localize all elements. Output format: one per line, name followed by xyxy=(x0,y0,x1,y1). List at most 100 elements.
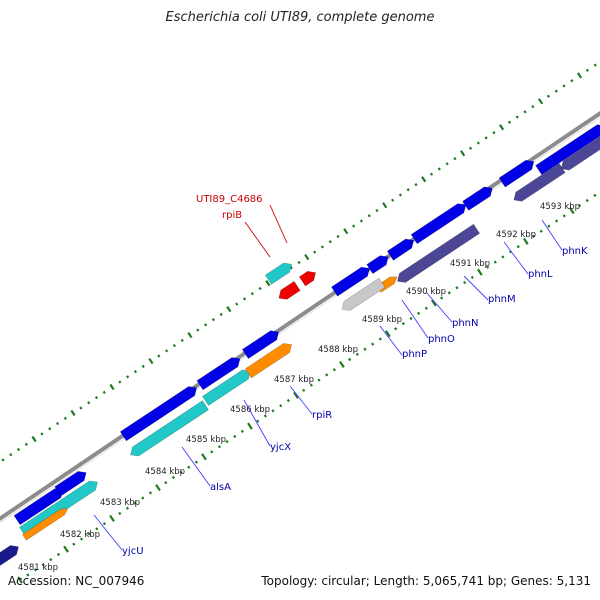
gene-label: phnN xyxy=(452,318,479,329)
gene-leader-line xyxy=(181,446,211,487)
inner-track-dot xyxy=(401,322,405,326)
inner-track-dot xyxy=(125,506,130,510)
outer-track-dot xyxy=(70,409,76,417)
outer-track-dot xyxy=(24,442,28,446)
gene-feature xyxy=(241,330,280,360)
accession-text: Accession: NC_007946 xyxy=(8,574,145,588)
gene-feature xyxy=(560,136,600,171)
outer-track-dot xyxy=(211,318,215,322)
gene-feature xyxy=(244,343,293,379)
gene-leader-line xyxy=(401,299,429,339)
outer-track-dot xyxy=(40,432,44,436)
gene-leader-line xyxy=(289,385,313,415)
scale-label: 4587 kbp xyxy=(274,375,314,385)
inner-track-dot xyxy=(539,229,543,233)
gene-feature xyxy=(278,280,301,300)
outer-track-dot xyxy=(87,401,91,405)
outer-track-dot xyxy=(523,110,527,114)
gene-arrow xyxy=(513,162,566,202)
outer-track-dot xyxy=(382,202,388,209)
gene-leader-line xyxy=(463,275,489,301)
gene-label: rpiB xyxy=(222,210,242,221)
gene-feature xyxy=(535,124,600,176)
inner-track-dot xyxy=(501,255,505,259)
outer-track-dot xyxy=(585,68,589,72)
gene-label: UTI89_C4686 xyxy=(196,194,263,205)
outer-track-dot xyxy=(476,141,480,145)
inner-track-dot xyxy=(293,391,299,399)
outer-track-dot xyxy=(63,416,67,420)
genome-summary-text: Topology: circular; Length: 5,065,741 bp… xyxy=(261,574,591,588)
outer-track-dot xyxy=(398,193,402,197)
inner-track-dot xyxy=(210,450,214,454)
inner-dotted-track xyxy=(17,193,597,584)
gene-arrow xyxy=(54,471,87,497)
gene-leader-line xyxy=(379,325,403,356)
gene-arrow xyxy=(498,159,535,188)
gene-arrow xyxy=(264,262,293,285)
inner-track-dot xyxy=(171,475,176,480)
inner-track-dot xyxy=(179,470,183,474)
outer-track-dot xyxy=(367,214,371,218)
gene-label: yjcX xyxy=(270,442,291,453)
outer-track-dot xyxy=(165,349,169,353)
outer-track-dot xyxy=(460,150,466,157)
gene-arrow xyxy=(119,386,198,442)
inner-track-dot xyxy=(26,573,30,577)
inner-track-dot xyxy=(332,368,336,372)
outer-track-dot xyxy=(406,188,410,192)
inner-track-dot xyxy=(371,342,375,346)
inner-track-dot xyxy=(409,316,413,321)
outer-track-dot xyxy=(55,421,60,426)
inner-track-dot xyxy=(363,347,367,351)
outer-track-dot xyxy=(468,146,473,150)
inner-track-dot xyxy=(217,445,221,449)
scale-label: 4582 kbp xyxy=(60,530,100,540)
inner-track-dot xyxy=(56,552,61,557)
outer-track-dot xyxy=(9,453,13,457)
outer-track-dot xyxy=(593,63,597,67)
gene-arrow xyxy=(196,357,241,391)
inner-track-dot xyxy=(141,496,145,500)
outer-track-dot xyxy=(187,331,193,339)
inner-track-dot xyxy=(256,419,260,423)
inner-track-dot xyxy=(531,234,536,239)
outer-track-dot xyxy=(141,364,145,369)
outer-track-dot xyxy=(172,344,176,348)
scale-label: 4591 kbp xyxy=(450,259,490,269)
scale-label: 4588 kbp xyxy=(318,345,358,355)
inner-track-dot xyxy=(476,268,483,276)
inner-track-dot xyxy=(431,299,437,307)
inner-track-dot xyxy=(509,250,513,254)
gene-feature xyxy=(298,270,317,287)
gene-feature xyxy=(130,400,209,457)
outer-track-dot xyxy=(429,172,434,176)
inner-track-dot xyxy=(455,286,459,290)
gene-arrow xyxy=(298,270,317,287)
inner-track-dot xyxy=(302,388,306,392)
gene-leader-line xyxy=(541,219,563,251)
outer-track-dot xyxy=(484,136,488,140)
inner-track-dot xyxy=(585,198,589,203)
outer-track-dot xyxy=(250,292,254,296)
inner-track-dot xyxy=(486,265,490,269)
gene-arrow xyxy=(560,136,600,171)
inner-track-dot xyxy=(201,453,207,461)
inner-track-dot xyxy=(279,404,283,408)
inner-track-dot xyxy=(271,409,275,413)
outer-track-dot xyxy=(148,357,154,365)
gene-arrow xyxy=(130,400,209,457)
inner-track-dot xyxy=(417,311,421,315)
inner-track-dot xyxy=(247,422,253,430)
inner-track-dot xyxy=(240,429,244,433)
gene-arrow xyxy=(244,343,293,379)
outer-track-dot xyxy=(453,157,457,161)
gene-feature xyxy=(366,255,389,275)
inner-track-dot xyxy=(194,460,199,464)
gene-arrow xyxy=(386,238,415,261)
gene-label: phnM xyxy=(488,294,516,305)
outer-track-dot xyxy=(102,390,106,394)
scale-label: 4584 kbp xyxy=(145,467,185,477)
